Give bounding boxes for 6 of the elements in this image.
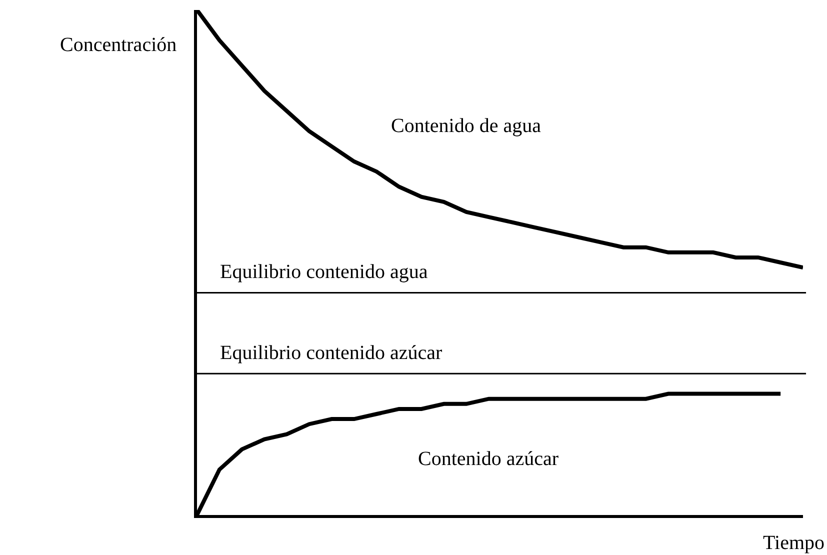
y-axis-title: Concentración <box>60 34 177 56</box>
ref-line-label: Equilibrio contenido agua <box>220 261 428 283</box>
ref-line-label: Equilibrio contenido azúcar <box>220 342 442 364</box>
series-label: Contenido azúcar <box>418 448 559 470</box>
series-label: Contenido de agua <box>391 115 542 137</box>
x-axis-title: Tiempo <box>763 532 825 554</box>
